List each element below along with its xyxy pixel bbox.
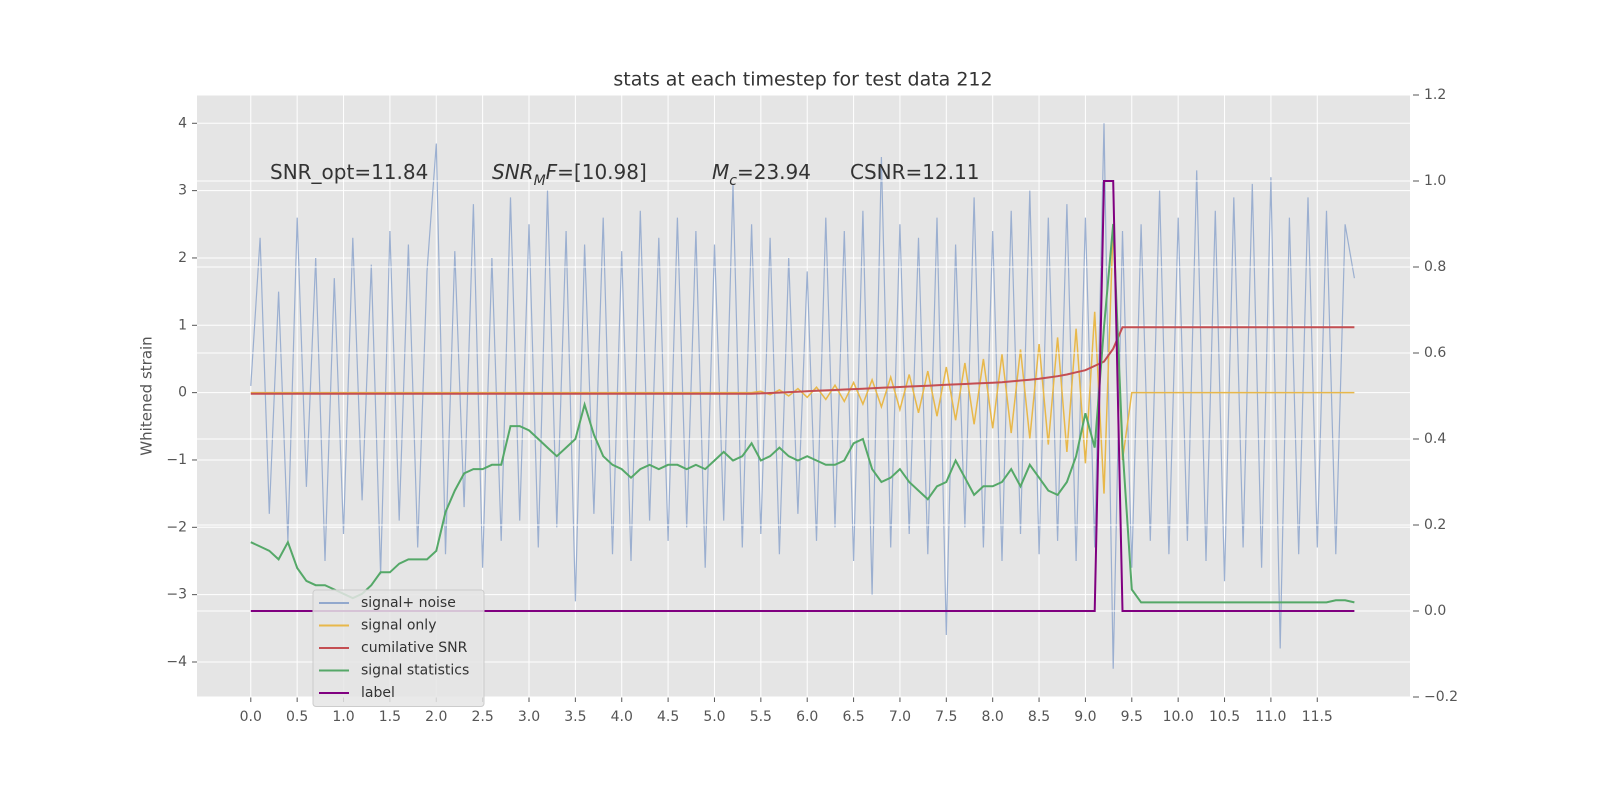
annotation: CSNR=12.11 [850, 160, 980, 184]
y2-tick-label: −0.2 [1424, 689, 1458, 705]
annotation-part: SNR [492, 160, 534, 184]
y2-tick-label: 1.2 [1424, 87, 1446, 103]
chart-title: stats at each timestep for test data 212 [613, 69, 992, 91]
x-tick-label: 2.0 [425, 709, 447, 725]
y-axis-label: Whitened strain [138, 336, 156, 455]
annotation-part: c [729, 173, 737, 189]
y2-tick-label: 0.4 [1424, 431, 1446, 447]
series-line [250, 326, 1355, 395]
annotation-part: CSNR=12.11 [850, 160, 980, 184]
x-tick-label: 6.5 [842, 709, 864, 725]
x-tick-label: 7.0 [889, 709, 911, 725]
y-tick-label: −4 [166, 654, 187, 670]
x-tick-label: 0.0 [240, 709, 262, 725]
x-tick-label: 3.5 [564, 709, 586, 725]
y-tick-label: 2 [178, 250, 187, 266]
annotation: Mc=23.94 [712, 160, 811, 190]
y2-tick-label: 0.8 [1424, 259, 1446, 275]
x-tick-label: 5.5 [750, 709, 772, 725]
x-tick-label: 6.0 [796, 709, 818, 725]
x-tick-label: 8.0 [982, 709, 1004, 725]
x-tick-label: 4.0 [611, 709, 633, 725]
y-tick-label: 1 [178, 317, 187, 333]
legend-label: signal only [361, 618, 436, 634]
y-tick-label: 0 [178, 385, 187, 401]
x-tick-label: 5.0 [703, 709, 725, 725]
annotation: SNRMF=[10.98] [492, 160, 647, 190]
y2-tick-label: 0.6 [1424, 345, 1446, 361]
x-tick-label: 9.5 [1121, 709, 1143, 725]
legend-label: signal statistics [361, 663, 469, 679]
annotation-part: M [534, 173, 546, 189]
x-tick-label: 10.5 [1209, 709, 1240, 725]
x-tick-label: 11.5 [1302, 709, 1333, 725]
x-tick-label: 1.0 [332, 709, 354, 725]
x-tick-label: 4.5 [657, 709, 679, 725]
legend-box [312, 589, 485, 707]
annotation-part: F [546, 160, 558, 184]
y2-tick-label: 0.2 [1424, 517, 1446, 533]
y-tick-label: 3 [178, 183, 187, 199]
y-tick-label: 4 [178, 115, 187, 131]
annotation-part: M [712, 160, 729, 184]
legend-label: signal+ noise [361, 595, 456, 611]
x-tick-label: 11.0 [1255, 709, 1286, 725]
x-tick-label: 9.0 [1074, 709, 1096, 725]
annotation-part: =[10.98] [557, 160, 647, 184]
x-tick-label: 10.0 [1163, 709, 1194, 725]
annotation-part: =23.94 [737, 160, 811, 184]
x-tick-label: 1.5 [379, 709, 401, 725]
y-tick-label: −3 [166, 587, 187, 603]
y2-tick-label: 1.0 [1424, 173, 1446, 189]
x-tick-label: 2.5 [471, 709, 493, 725]
x-tick-label: 0.5 [286, 709, 308, 725]
y-tick-label: −2 [166, 519, 187, 535]
series-line [250, 223, 1355, 604]
x-tick-label: 7.5 [935, 709, 957, 725]
annotation-part: SNR_opt=11.84 [270, 160, 428, 184]
legend-label: label [361, 685, 395, 701]
legend-label: cumilative SNR [361, 640, 468, 656]
y-tick-label: −1 [166, 452, 187, 468]
series-line [250, 224, 1355, 494]
x-tick-label: 3.0 [518, 709, 540, 725]
y2-tick-label: 0.0 [1424, 603, 1446, 619]
annotation: SNR_opt=11.84 [270, 160, 428, 184]
x-tick-label: 8.5 [1028, 709, 1050, 725]
